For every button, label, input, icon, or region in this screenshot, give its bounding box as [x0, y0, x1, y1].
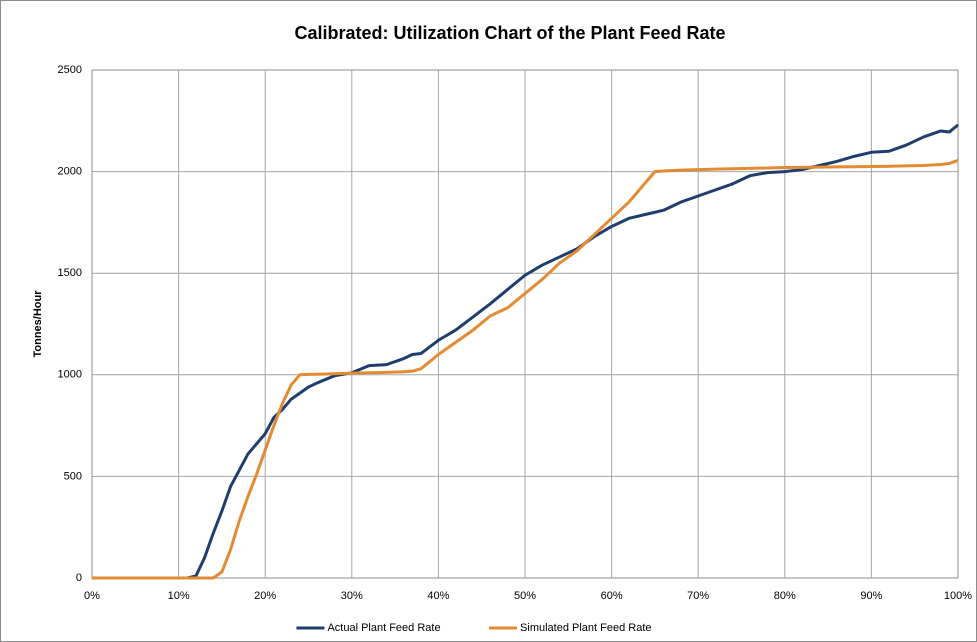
x-tick-label: 0%	[84, 590, 100, 602]
chart-title: Calibrated: Utilization Chart of the Pla…	[294, 23, 725, 43]
x-tick-label: 70%	[687, 590, 709, 602]
x-tick-label: 60%	[601, 590, 623, 602]
legend-label: Actual Plant Feed Rate	[327, 622, 440, 634]
legend-label: Simulated Plant Feed Rate	[520, 622, 651, 634]
x-tick-label: 10%	[168, 590, 190, 602]
x-tick-label: 100%	[944, 590, 972, 602]
y-tick-label: 1000	[58, 369, 82, 381]
y-tick-label: 500	[64, 470, 82, 482]
data-line	[92, 159, 959, 580]
plot-border	[91, 69, 959, 579]
x-tick-label: 80%	[774, 590, 796, 602]
x-tick-label: 20%	[254, 590, 276, 602]
y-axis-label: Tonnes/Hour	[32, 290, 44, 358]
x-tick-label: 90%	[860, 590, 882, 602]
y-tick-label: 1500	[58, 267, 82, 279]
y-tick-label: 2000	[58, 166, 82, 178]
y-tick-label: 0	[76, 572, 82, 584]
x-tick-label: 50%	[514, 590, 536, 602]
y-tick-label: 2500	[58, 64, 82, 76]
x-tick-label: 40%	[427, 590, 449, 602]
x-tick-label: 30%	[341, 590, 363, 602]
